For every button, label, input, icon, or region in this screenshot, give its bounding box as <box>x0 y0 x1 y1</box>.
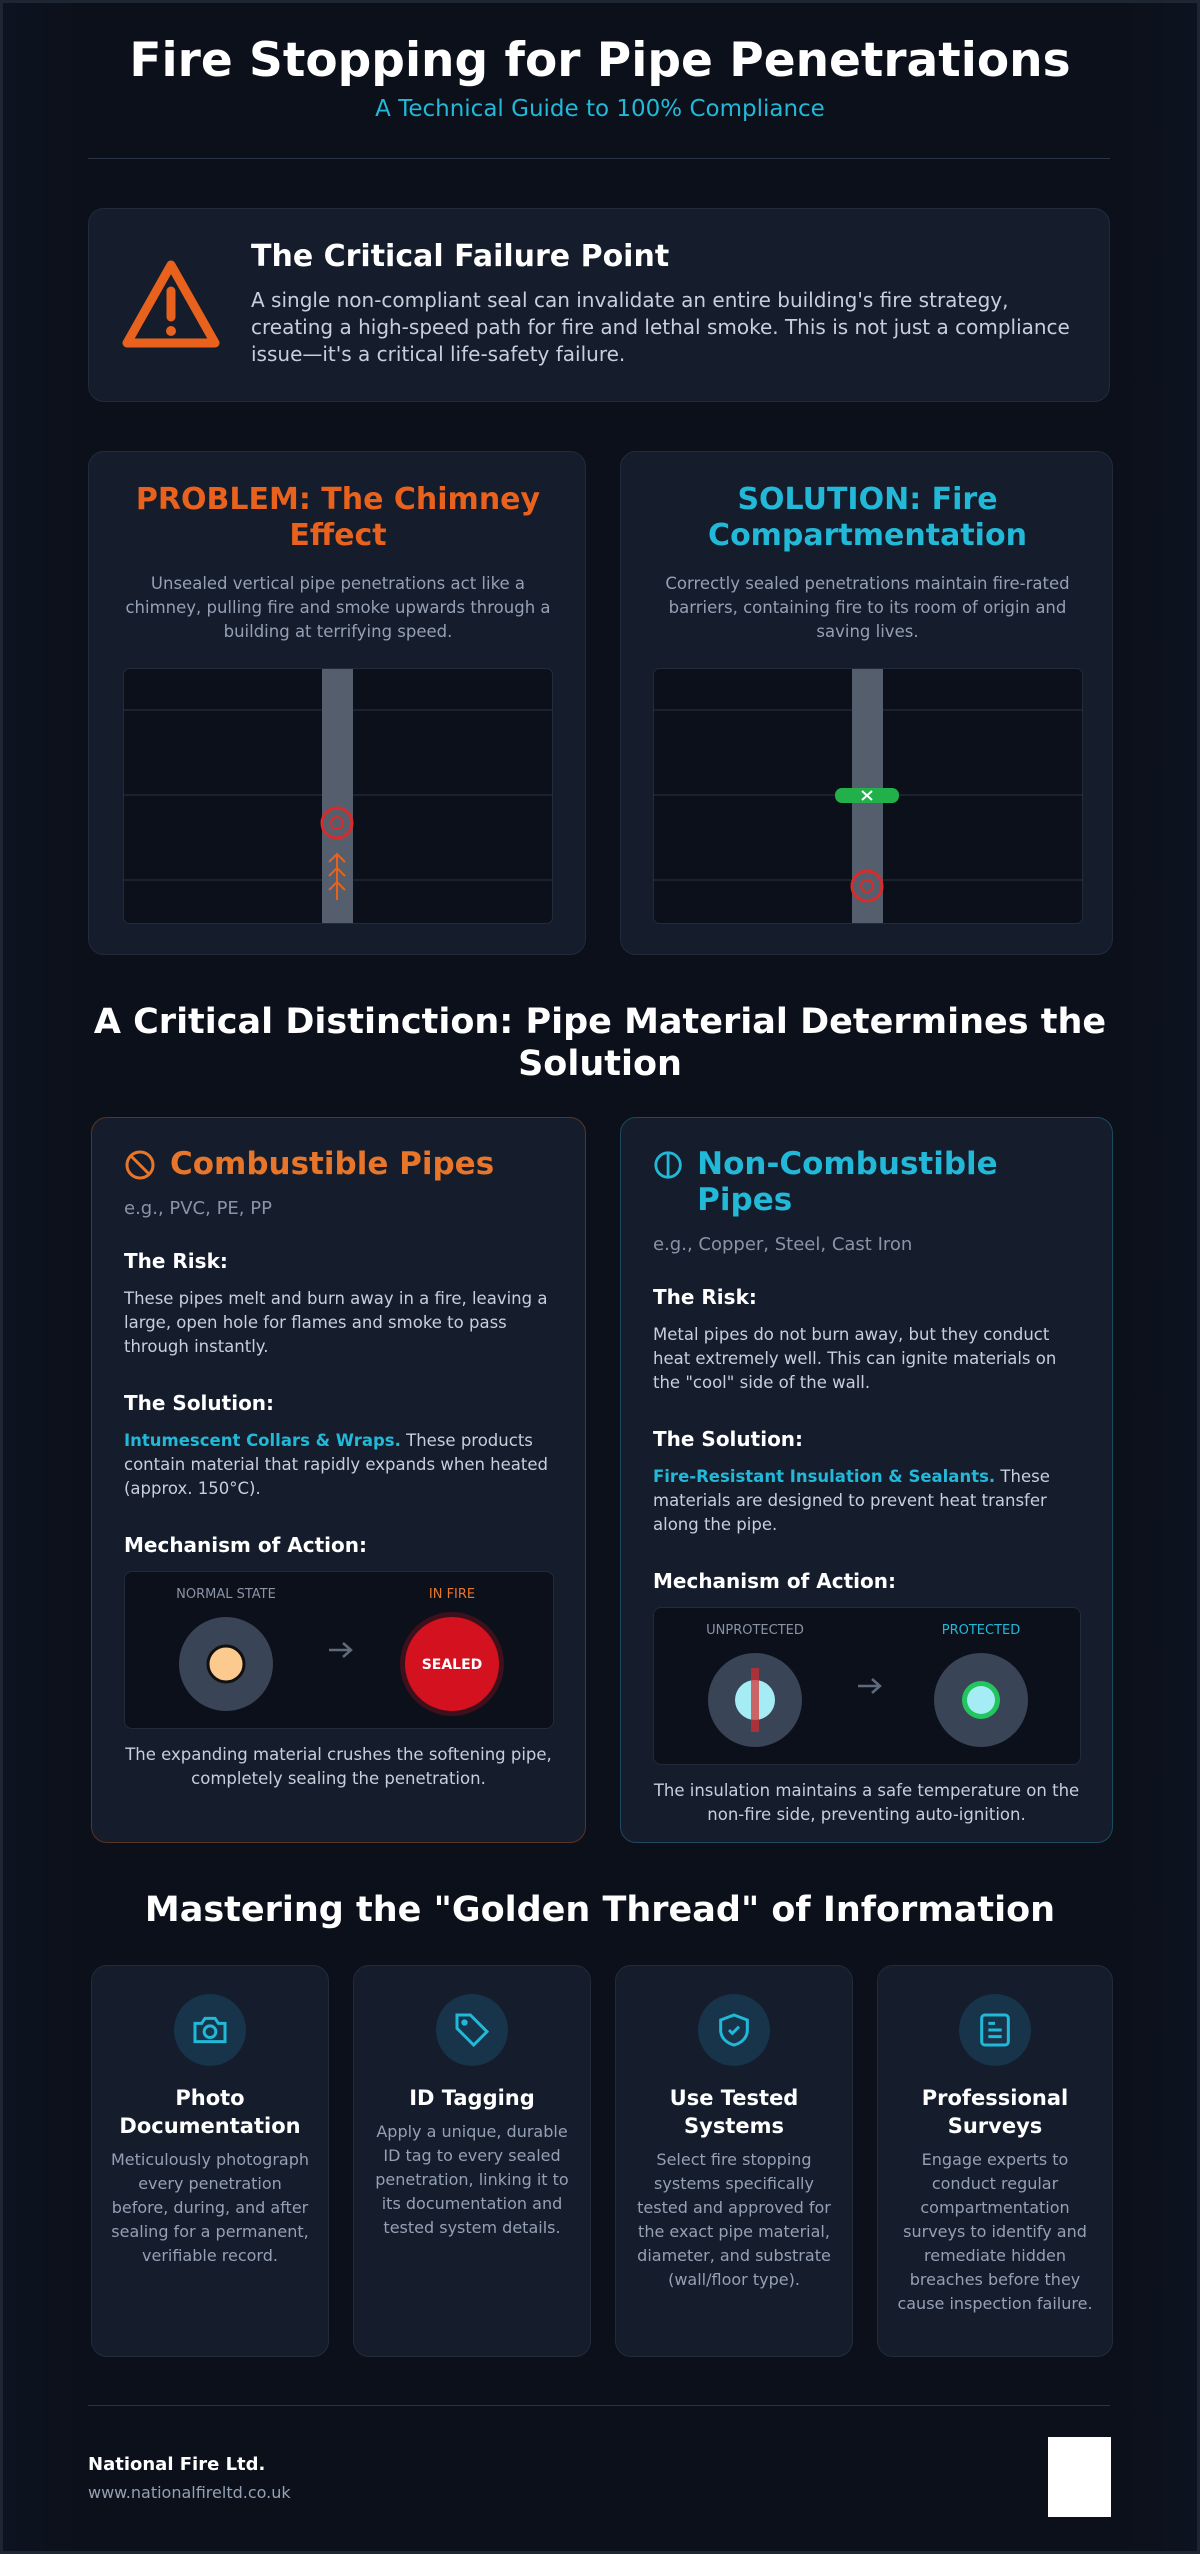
card-text: Select fire stopping systems specificall… <box>637 2150 831 2289</box>
card-title: Non-Combustible Pipes <box>697 1146 998 1218</box>
state-label: NORMAL STATE <box>176 1587 276 1602</box>
solution-text: Correctly sealed penetrations maintain f… <box>665 574 1070 641</box>
solution-title: SOLUTION: Fire Compartmentation <box>708 482 1027 553</box>
section-heading: Mastering the "Golden Thread" of Informa… <box>144 1890 1056 1930</box>
problem-text: Unsealed vertical pipe penetrations act … <box>125 574 551 641</box>
risk-label: The Risk: <box>124 1249 228 1273</box>
solution-text: These products contain material that rap… <box>124 1431 548 1498</box>
state-label: PROTECTED <box>942 1623 1021 1638</box>
solution-highlight: Intumescent Collars & Wraps. <box>124 1431 401 1450</box>
info-card: ID Tagging Apply a unique, durable ID ta… <box>353 1965 591 2357</box>
solution-label: The Solution: <box>124 1391 275 1415</box>
examples: e.g., PVC, PE, PP <box>124 1198 272 1219</box>
tag-icon <box>455 2013 490 2048</box>
mechanism-label: Mechanism of Action: <box>124 1533 367 1557</box>
alert-card: The Critical Failure Point A single non-… <box>88 208 1110 402</box>
card-title: Combustible Pipes <box>170 1146 495 1182</box>
alert-text: A single non-compliant seal can invalida… <box>251 288 1070 366</box>
company-name: National Fire Ltd. <box>88 2454 266 2475</box>
state-label: UNPROTECTED <box>706 1623 804 1638</box>
page-title: Fire Stopping for Pipe Penetrations <box>129 33 1071 88</box>
risk-text: Metal pipes do not burn away, but they c… <box>653 1325 1057 1392</box>
card-text: Engage experts to conduct regular compar… <box>897 2150 1093 2313</box>
risk-label: The Risk: <box>653 1285 757 1309</box>
card-text: Apply a unique, durable ID tag to every … <box>375 2122 569 2237</box>
mechanism-label: Mechanism of Action: <box>653 1569 896 1593</box>
sealed-label: SEALED <box>422 1657 483 1673</box>
camera-icon <box>193 2016 227 2044</box>
divider <box>88 2405 1110 2406</box>
subtitle: A Technical Guide to 100% Compliance <box>375 96 825 122</box>
mechanism-diagram: UNPROTECTED PROTECTED <box>653 1607 1081 1765</box>
mechanism-diagram: NORMAL STATE IN FIRE SEALED <box>124 1571 554 1729</box>
solution-highlight: Fire-Resistant Insulation & Sealants. <box>653 1467 996 1486</box>
info-card: Professional Surveys Engage experts to c… <box>877 1965 1113 2357</box>
chimney-diagram <box>123 668 553 924</box>
solution-card: SOLUTION: Fire Compartmentation Correctl… <box>620 451 1113 955</box>
logo-placeholder <box>1048 2437 1111 2517</box>
card-text: Meticulously photograph every penetratio… <box>111 2150 309 2265</box>
solution-text: These materials are designed to prevent … <box>653 1467 1050 1534</box>
warning-icon <box>122 260 220 348</box>
state-label: IN FIRE <box>429 1587 475 1602</box>
section-heading: A Critical Distinction: Pipe Material De… <box>93 1002 1107 1084</box>
card-title: Photo Documentation <box>119 2086 301 2138</box>
card-title: Professional Surveys <box>921 2086 1069 2138</box>
report-icon <box>980 2013 1010 2047</box>
ban-icon <box>125 1150 155 1180</box>
problem-title: PROBLEM: The Chimney Effect <box>135 482 541 553</box>
combustible-card: Combustible Pipes e.g., PVC, PE, PP The … <box>91 1117 586 1843</box>
card-title: Use Tested Systems <box>669 2086 799 2138</box>
problem-card: PROBLEM: The Chimney Effect Unsealed ver… <box>88 451 586 955</box>
card-title: ID Tagging <box>409 2086 535 2110</box>
info-card: Use Tested Systems Select fire stopping … <box>615 1965 853 2357</box>
shield-icon <box>719 2013 749 2047</box>
compartment-diagram <box>653 668 1083 924</box>
noncombustible-card: Non-Combustible Pipes e.g., Copper, Stee… <box>620 1117 1113 1843</box>
half-icon <box>654 1151 682 1179</box>
solution-label: The Solution: <box>653 1427 804 1451</box>
caption: The insulation maintains a safe temperat… <box>653 1781 1080 1824</box>
divider <box>88 158 1110 159</box>
website: www.nationalfireltd.co.uk <box>88 2483 291 2502</box>
examples: e.g., Copper, Steel, Cast Iron <box>653 1234 913 1255</box>
info-card: Photo Documentation Meticulously photogr… <box>91 1965 329 2357</box>
alert-title: The Critical Failure Point <box>251 239 670 274</box>
caption: The expanding material crushes the softe… <box>125 1745 552 1788</box>
risk-text: These pipes melt and burn away in a fire… <box>124 1289 548 1356</box>
